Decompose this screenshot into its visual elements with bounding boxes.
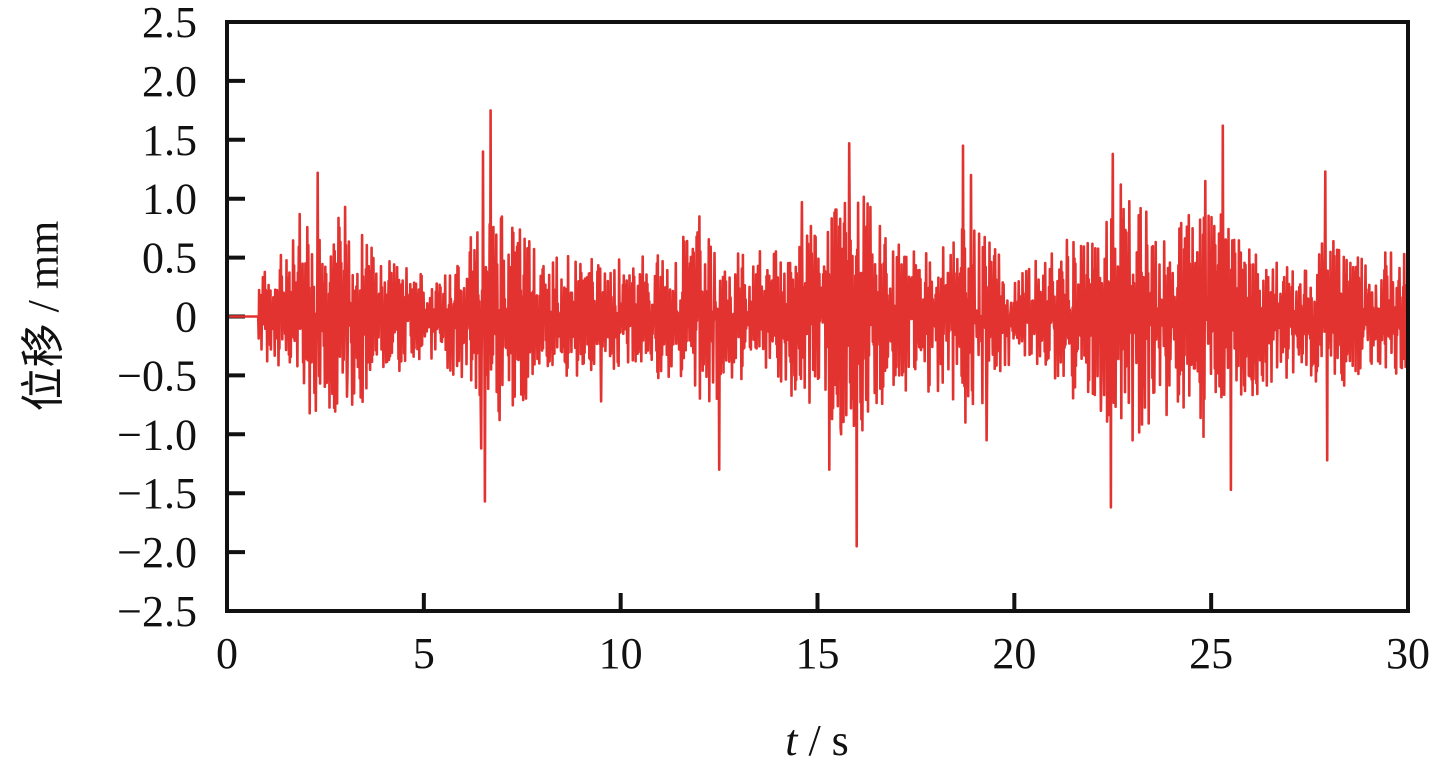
y-tick-label: 0 [175, 293, 197, 342]
x-axis-unit: / s [808, 716, 848, 760]
y-tick-label: −0.5 [117, 351, 197, 400]
y-tick-label: −1.0 [117, 410, 197, 459]
y-tick-label: −2.5 [117, 587, 197, 636]
x-tick-label: 5 [413, 629, 435, 678]
y-tick-label: 0.5 [142, 234, 197, 283]
x-axis-title: t / s [785, 716, 849, 760]
x-tick-label: 25 [1189, 629, 1233, 678]
y-tick-label: 2.0 [142, 57, 197, 106]
x-tick-label: 0 [216, 629, 238, 678]
plot-frame [225, 20, 1410, 613]
y-tick-label: 2.5 [142, 0, 197, 47]
x-axis-variable: t [785, 716, 799, 760]
y-tick-label: 1.0 [142, 175, 197, 224]
y-tick-label: −2.0 [117, 528, 197, 577]
displacement-series-line [228, 109, 1406, 548]
x-tick-labels: 0 5 10 15 20 25 30 [216, 629, 1430, 678]
y-axis-title: 位移 / mm [19, 221, 68, 412]
x-tick-label: 10 [599, 629, 643, 678]
y-tick-label: 1.5 [142, 116, 197, 165]
x-tick-label: 20 [992, 629, 1036, 678]
x-tick-label: 30 [1386, 629, 1430, 678]
y-tick-label: −1.5 [117, 469, 197, 518]
y-tick-labels: 2.5 2.0 1.5 1.0 0.5 0 −0.5 −1.0 −1.5 −2.0 −2.5 [117, 0, 197, 636]
x-tick-label: 15 [796, 629, 840, 678]
